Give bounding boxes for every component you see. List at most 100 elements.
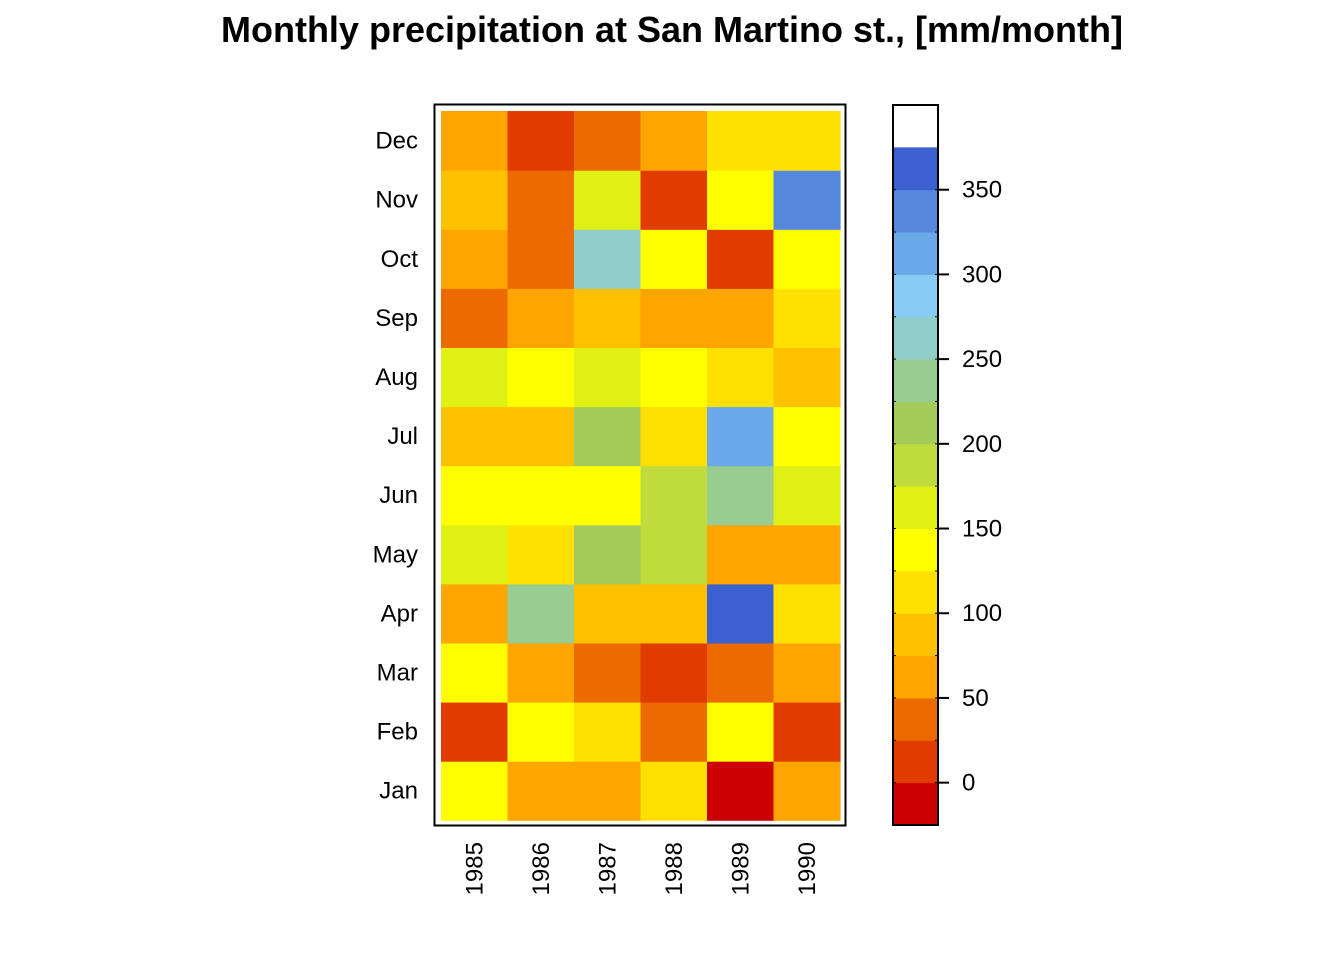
heatmap-cell-mar-1990 bbox=[773, 642, 841, 703]
heatmap-cell-aug-1990 bbox=[773, 347, 841, 408]
month-label-aug: Aug bbox=[375, 364, 418, 391]
heatmap-cell-apr-1989 bbox=[707, 583, 775, 644]
heatmap-cell-oct-1988 bbox=[640, 229, 708, 289]
heatmap-cell-jan-1986 bbox=[507, 761, 575, 821]
heatmap-cell-oct-1990 bbox=[773, 229, 841, 289]
heatmap-cell-nov-1985 bbox=[441, 170, 509, 230]
colorbar-bin-225-250 bbox=[893, 359, 938, 402]
month-label-apr: Apr bbox=[381, 600, 418, 627]
heatmap-cell-oct-1989 bbox=[707, 229, 775, 289]
heatmap-cell-jan-1988 bbox=[640, 761, 708, 821]
colorbar-bin-350-375 bbox=[893, 147, 938, 191]
colorbar-tick-label-150: 150 bbox=[962, 516, 1002, 543]
heatmap-cell-apr-1988 bbox=[640, 583, 708, 644]
heatmap-cell-jun-1987 bbox=[574, 465, 642, 526]
month-label-nov: Nov bbox=[375, 187, 418, 214]
heatmap-cell-nov-1989 bbox=[707, 170, 775, 230]
colorbar-bin-25-50 bbox=[893, 697, 938, 741]
colorbar-bin-50-75 bbox=[893, 655, 938, 699]
colorbar-bin-275-300 bbox=[893, 274, 938, 318]
month-label-may: May bbox=[373, 541, 418, 568]
heatmap-cells bbox=[441, 111, 841, 821]
year-label-1987: 1987 bbox=[594, 842, 621, 895]
year-label-1990: 1990 bbox=[794, 842, 821, 895]
heatmap-cell-feb-1990 bbox=[773, 702, 841, 762]
heatmap-cell-oct-1985 bbox=[441, 229, 509, 289]
heatmap-cell-dec-1988 bbox=[640, 111, 708, 171]
heatmap-cell-mar-1987 bbox=[574, 642, 642, 703]
colorbar-tick-label-200: 200 bbox=[962, 431, 1002, 458]
heatmap-cell-apr-1986 bbox=[507, 583, 575, 644]
heatmap-cell-mar-1989 bbox=[707, 642, 775, 703]
colorbar-bin-175-200 bbox=[893, 443, 938, 487]
colorbar-tick-label-0: 0 bbox=[962, 770, 975, 797]
colorbar bbox=[892, 104, 939, 826]
heatmap-cell-apr-1985 bbox=[441, 583, 509, 644]
heatmap-cell-may-1990 bbox=[773, 524, 841, 585]
colorbar-bin-200-225 bbox=[893, 401, 938, 445]
heatmap-cell-feb-1987 bbox=[574, 702, 642, 762]
year-label-1988: 1988 bbox=[661, 842, 688, 895]
heatmap-cell-mar-1985 bbox=[441, 642, 509, 703]
heatmap-cell-jan-1985 bbox=[441, 761, 509, 821]
heatmap-cell-mar-1986 bbox=[507, 642, 575, 703]
colorbar-bin-0-25 bbox=[893, 740, 938, 784]
heatmap-cell-feb-1989 bbox=[707, 702, 775, 762]
colorbar-bin-75-100 bbox=[893, 613, 938, 657]
month-label-jan: Jan bbox=[379, 778, 418, 805]
heatmap-cell-dec-1989 bbox=[707, 111, 775, 171]
heatmap-cell-dec-1990 bbox=[773, 111, 841, 171]
heatmap-cell-oct-1986 bbox=[507, 229, 575, 289]
heatmap-cell-feb-1988 bbox=[640, 702, 708, 762]
heatmap-cell-feb-1985 bbox=[441, 702, 509, 762]
plot-frame bbox=[433, 103, 847, 827]
heatmap-cell-may-1988 bbox=[640, 524, 708, 585]
heatmap-cell-sep-1986 bbox=[507, 288, 575, 348]
heatmap-cell-aug-1987 bbox=[574, 347, 642, 408]
heatmap-cell-may-1986 bbox=[507, 524, 575, 585]
heatmap-cell-jun-1990 bbox=[773, 465, 841, 526]
heatmap-cell-jul-1985 bbox=[441, 406, 509, 467]
heatmap-cell-apr-1987 bbox=[574, 583, 642, 644]
heatmap-cell-jun-1986 bbox=[507, 465, 575, 526]
heatmap-cell-jun-1985 bbox=[441, 465, 509, 526]
heatmap-cell-aug-1988 bbox=[640, 347, 708, 408]
heatmap-cell-jul-1988 bbox=[640, 406, 708, 467]
heatmap-cell-dec-1986 bbox=[507, 111, 575, 171]
month-label-sep: Sep bbox=[375, 305, 418, 332]
heatmap-cell-oct-1987 bbox=[574, 229, 642, 289]
month-label-mar: Mar bbox=[377, 659, 418, 686]
heatmap-cell-aug-1985 bbox=[441, 347, 509, 408]
heatmap-cell-jan-1990 bbox=[773, 761, 841, 821]
heatmap-cell-nov-1987 bbox=[574, 170, 642, 230]
heatmap-cell-sep-1990 bbox=[773, 288, 841, 348]
heatmap-cell-feb-1986 bbox=[507, 702, 575, 762]
heatmap-cell-dec-1987 bbox=[574, 111, 642, 171]
heatmap-cell-apr-1990 bbox=[773, 583, 841, 644]
colorbar-tick-label-350: 350 bbox=[962, 177, 1002, 204]
colorbar-bin-250-275 bbox=[893, 316, 938, 360]
heatmap-cell-aug-1989 bbox=[707, 347, 775, 408]
heatmap-cell-may-1985 bbox=[441, 524, 509, 585]
colorbar-bin-100-125 bbox=[893, 570, 938, 614]
heatmap-cell-jun-1989 bbox=[707, 465, 775, 526]
colorbar-bin--25-0 bbox=[893, 782, 938, 826]
heatmap-cell-mar-1988 bbox=[640, 642, 708, 703]
month-label-jun: Jun bbox=[379, 482, 418, 509]
heatmap-cell-jul-1986 bbox=[507, 406, 575, 467]
month-label-jul: Jul bbox=[387, 423, 418, 450]
colorbar-bin-325-350 bbox=[893, 189, 938, 233]
heatmap-cell-jun-1988 bbox=[640, 465, 708, 526]
heatmap-cell-nov-1988 bbox=[640, 170, 708, 230]
colorbar-tick-label-250: 250 bbox=[962, 346, 1002, 373]
colorbar-tick-label-300: 300 bbox=[962, 261, 1002, 288]
heatmap-cell-may-1989 bbox=[707, 524, 775, 585]
month-label-feb: Feb bbox=[377, 719, 418, 746]
year-axis-labels: 1985 1986 1987 1988 1989 1990 bbox=[461, 842, 821, 895]
heatmap-cell-sep-1985 bbox=[441, 288, 509, 348]
heatmap-cell-sep-1988 bbox=[640, 288, 708, 348]
month-label-oct: Oct bbox=[381, 246, 419, 273]
chart-title: Monthly precipitation at San Martino st.… bbox=[221, 9, 1123, 50]
year-label-1985: 1985 bbox=[461, 842, 488, 895]
